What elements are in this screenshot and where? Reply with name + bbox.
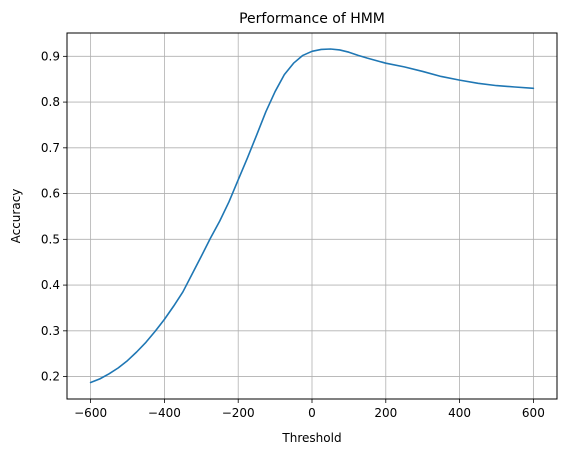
x-tick-label: 200 bbox=[374, 406, 397, 420]
chart-title: Performance of HMM bbox=[239, 11, 385, 27]
y-tick-label: 0.4 bbox=[41, 278, 60, 292]
y-tick-label: 0.8 bbox=[41, 95, 60, 109]
x-tick-label: −400 bbox=[148, 406, 181, 420]
y-tick-label: 0.2 bbox=[41, 370, 60, 384]
x-tick-label: 600 bbox=[522, 406, 545, 420]
y-ticks: 0.2 0.3 0.4 0.5 0.6 0.7 0.8 0.9 bbox=[41, 49, 67, 384]
grid bbox=[67, 33, 557, 399]
y-tick-label: 0.5 bbox=[41, 232, 60, 246]
y-tick-label: 0.7 bbox=[41, 141, 60, 155]
x-tick-label: −200 bbox=[222, 406, 255, 420]
accuracy-line bbox=[89, 48, 535, 384]
series-group bbox=[89, 48, 535, 384]
x-axis-label: Threshold bbox=[281, 431, 341, 445]
x-tick-label: −600 bbox=[74, 406, 107, 420]
x-tick-label: 400 bbox=[448, 406, 471, 420]
y-axis-label: Accuracy bbox=[9, 189, 23, 244]
y-tick-label: 0.3 bbox=[41, 324, 60, 338]
x-ticks: −600 −400 −200 0 200 400 600 bbox=[74, 399, 545, 420]
y-tick-label: 0.9 bbox=[41, 49, 60, 63]
x-tick-label: 0 bbox=[308, 406, 316, 420]
y-tick-label: 0.6 bbox=[41, 187, 60, 201]
